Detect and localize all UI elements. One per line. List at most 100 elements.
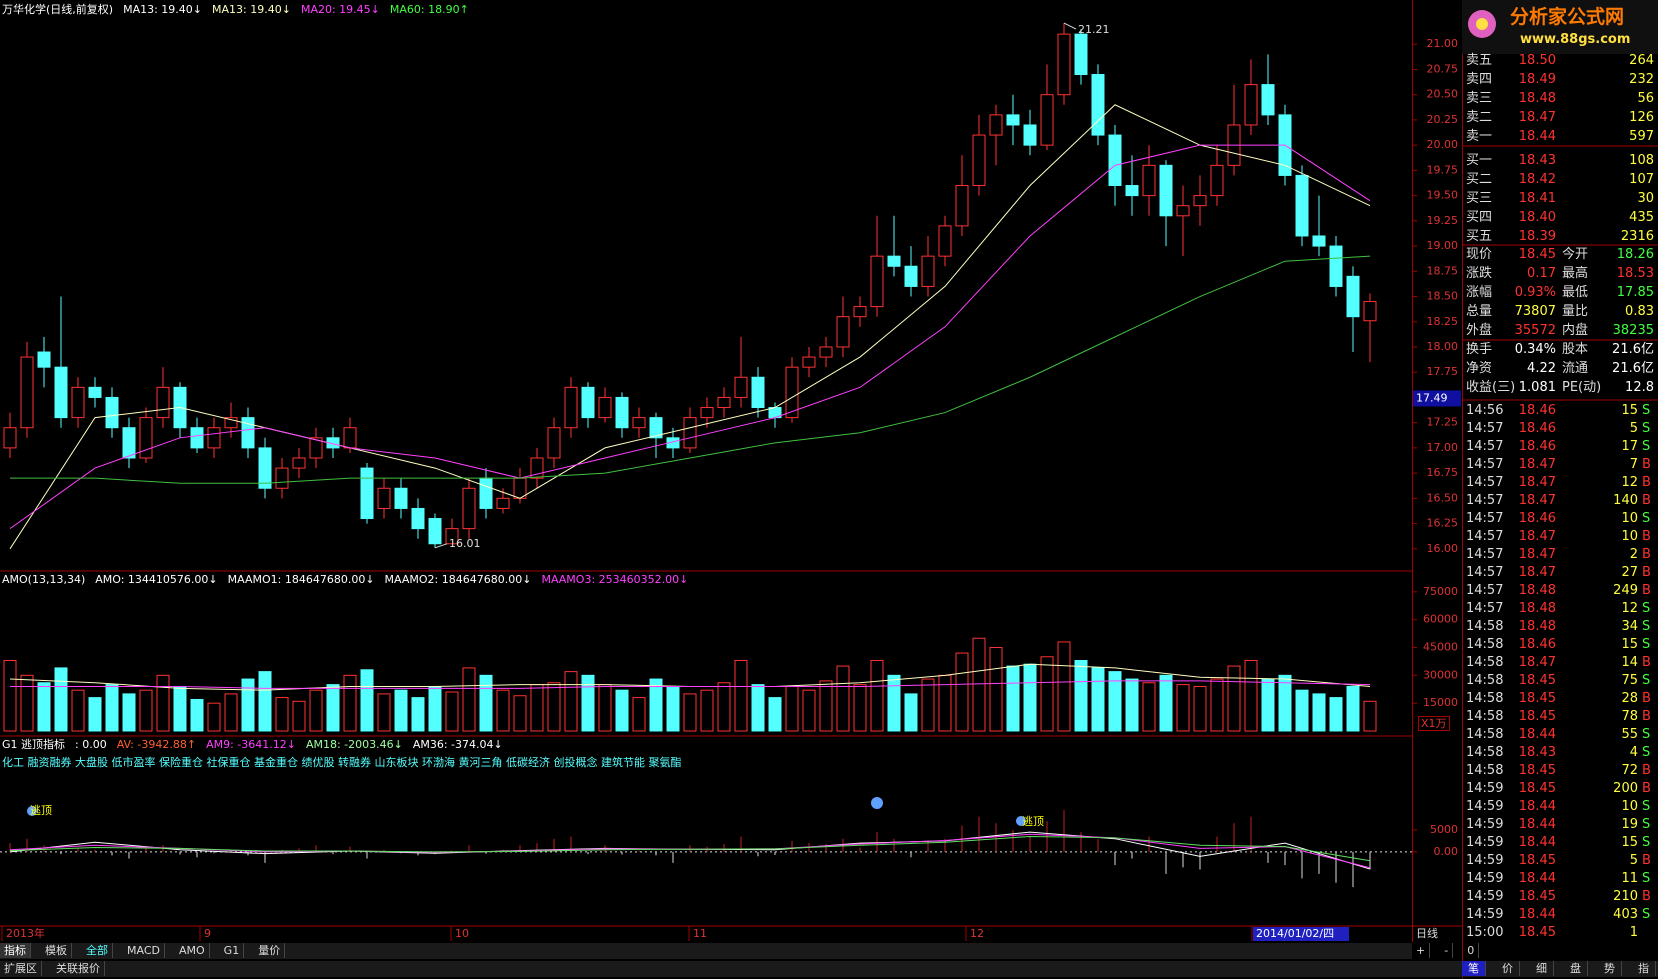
side-tab[interactable]: 盘: [1564, 961, 1588, 976]
bottom-tab[interactable]: 关联报价: [52, 961, 105, 976]
volume-bar: [1278, 674, 1292, 732]
side-tab[interactable]: 细: [1530, 961, 1554, 976]
stat-label: 换手: [1466, 342, 1493, 357]
side-tab[interactable]: 笔: [1462, 961, 1486, 976]
trade-volume: 78: [1621, 709, 1638, 724]
bottom-tab[interactable]: 扩展区: [0, 961, 42, 976]
trade-side: B: [1642, 709, 1651, 724]
y-tick-label: 20.25: [1427, 113, 1459, 126]
volume-bar: [20, 674, 34, 732]
volume-bar: [1074, 659, 1088, 732]
indicator-legend: AM18: -2003.46↓: [305, 738, 403, 751]
side-tab[interactable]: 价: [1496, 961, 1520, 976]
trade-volume: 75: [1621, 673, 1638, 688]
volume-bar: [972, 637, 986, 732]
volume-bar: [88, 697, 102, 732]
volume-bar: [513, 695, 527, 732]
trade-price: 18.45: [1518, 925, 1556, 940]
signal-ball: [27, 806, 37, 816]
signal-label: 逃顶: [30, 804, 52, 817]
candle-body: [1346, 275, 1360, 318]
candle-body: [870, 255, 884, 308]
high-label: 21.21: [1078, 23, 1110, 36]
stat-label: 最低: [1562, 285, 1589, 300]
candle-body: [1108, 134, 1122, 187]
book-volume: 126: [1629, 110, 1654, 125]
trade-time: 14:59: [1466, 871, 1504, 886]
book-volume: 108: [1629, 153, 1654, 168]
stat-label: 内盘: [1562, 323, 1589, 338]
book-price: 18.41: [1518, 191, 1556, 206]
trade-time: 14:58: [1466, 709, 1504, 724]
trade-side: S: [1642, 907, 1651, 922]
y-tick-label: 16.75: [1427, 466, 1459, 479]
volume-bar: [938, 674, 952, 732]
x-tick-label: 12: [970, 927, 984, 940]
volume-bar: [649, 678, 663, 732]
book-volume: 435: [1629, 210, 1654, 225]
y-tick-label: 30000: [1423, 668, 1458, 681]
volume-bar: [1363, 700, 1377, 732]
trade-price: 18.47: [1518, 493, 1556, 508]
zoom-button[interactable]: 0: [1463, 943, 1480, 958]
side-tab[interactable]: 势: [1598, 961, 1622, 976]
volume-bar: [802, 689, 816, 732]
trade-time: 14:56: [1466, 403, 1504, 418]
trade-time: 14:57: [1466, 601, 1504, 616]
book-price: 18.47: [1518, 110, 1556, 125]
stat-label: 收益(三): [1466, 380, 1516, 395]
volume-bar: [207, 702, 221, 732]
indicator-header: G1 逃顶指标: 0.00 AV: -3942.88↑ AM9: -3641.12↓…: [2, 737, 513, 753]
zoom-button[interactable]: +: [1412, 943, 1431, 958]
tab[interactable]: G1: [220, 943, 245, 958]
trade-volume: 15: [1621, 403, 1638, 418]
volume-bar: [1329, 697, 1343, 732]
volume-legend: AMO(13,13,34): [2, 573, 86, 586]
volume-bar: [836, 665, 850, 732]
candle-body: [598, 396, 612, 419]
volume-bar: [785, 685, 799, 732]
volume-bar: [343, 674, 357, 732]
volume-bar: [700, 689, 714, 732]
zoom-button[interactable]: -: [1440, 943, 1454, 958]
candle-body: [1074, 33, 1088, 76]
candle-body: [54, 366, 68, 419]
tab[interactable]: 指标: [0, 943, 31, 958]
tab[interactable]: AMO: [175, 943, 210, 958]
candle-body: [377, 487, 391, 509]
volume-bar: [1346, 685, 1360, 732]
indicator-line: [10, 680, 1371, 689]
indicator-line: [9, 104, 1371, 550]
trade-volume: 34: [1621, 619, 1638, 634]
tab[interactable]: MACD: [123, 943, 165, 958]
tab[interactable]: 量价: [254, 943, 286, 958]
stat-label: 涨幅: [1466, 285, 1493, 300]
ma-legend: MA13: 19.40↓: [123, 3, 203, 16]
y-tick-label: 17.00: [1427, 441, 1459, 454]
volume-bar: [1244, 659, 1258, 732]
trade-price: 18.44: [1518, 799, 1556, 814]
tab[interactable]: 模板: [41, 943, 72, 958]
candle-body: [207, 427, 221, 449]
tab[interactable]: 全部: [82, 943, 113, 958]
indicator-legend: AM36: -374.04↓: [412, 738, 503, 751]
candle-body: [496, 497, 510, 509]
book-label: 买一: [1466, 153, 1493, 168]
y-tick-label: 18.25: [1427, 315, 1459, 328]
side-tab[interactable]: 指: [1632, 961, 1656, 976]
indicator-legend: : 0.00: [75, 738, 107, 751]
y-tick-label: 17.75: [1427, 365, 1459, 378]
y-tick-label: 18.50: [1427, 290, 1459, 303]
book-volume: 264: [1629, 53, 1654, 68]
trade-volume: 7: [1629, 457, 1638, 472]
volume-bar: [717, 682, 731, 732]
candle-body: [836, 316, 850, 348]
stat-value: 0.34%: [1514, 342, 1556, 357]
volume-bar: [1057, 641, 1071, 732]
volume-legend: MAAMO1: 184647680.00↓: [227, 573, 375, 586]
volume-bar: [122, 693, 136, 732]
stat-value: 18.26: [1616, 247, 1654, 262]
period[interactable]: 日线: [1416, 927, 1438, 940]
stat-label: 外盘: [1466, 323, 1493, 338]
price-header: 万华化学(日线,前复权) MA13: 19.40↓ MA13: 19.40↓ MA20…: [2, 2, 479, 18]
